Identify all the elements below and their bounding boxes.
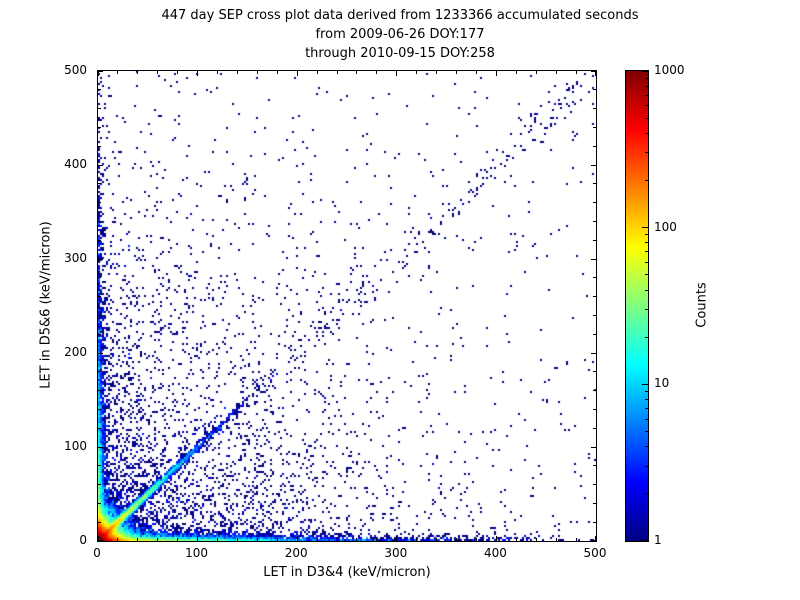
colorbar-minor-tick (645, 391, 648, 392)
colorbar-minor-tick (645, 251, 648, 253)
colorbar-minor-tick (645, 274, 648, 276)
scatter-canvas (98, 71, 596, 541)
colorbar-minor-tick (645, 430, 648, 432)
colorbar-ticks (626, 71, 648, 541)
colorbar-minor-tick (645, 94, 648, 96)
y-tick-labels: 0 100 200 300 400 500 (52, 63, 92, 547)
colorbar-minor-tick (645, 117, 648, 119)
colorbar-tick-label: 1000 (654, 63, 685, 77)
y-tick-label: 100 (64, 439, 87, 453)
colorbar-major-tick (642, 540, 648, 541)
x-tick-label: 200 (284, 546, 308, 560)
colorbar-minor-tick (645, 336, 648, 338)
y-tick-label: 0 (79, 533, 87, 547)
colorbar-minor-tick (645, 105, 648, 107)
colorbar-minor-tick (645, 152, 648, 154)
chart-title-line2: from 2009-06-26 DOY:177 (315, 27, 485, 42)
x-tick-label: 500 (583, 546, 607, 560)
y-tick-label: 400 (64, 157, 87, 171)
colorbar-minor-tick (645, 77, 648, 79)
x-tick-label: 400 (483, 546, 507, 560)
colorbar-minor-tick (645, 242, 648, 244)
x-axis-label: LET in D3&4 (keV/micron) (263, 565, 431, 580)
colorbar-minor-tick (645, 309, 648, 311)
y-axis-label: LET in D5&6 (keV/micron) (38, 221, 54, 389)
colorbar-minor-tick (645, 465, 648, 467)
colorbar-minor-tick (645, 85, 648, 87)
colorbar-tick-label: 1 (654, 533, 662, 547)
colorbar-major-tick (642, 227, 648, 229)
y-tick-label: 500 (64, 63, 87, 77)
colorbar-minor-tick (645, 289, 648, 291)
x-tick-labels: 0 100 200 300 400 500 (93, 546, 606, 562)
colorbar-tick-labels: 1 10 100 1000 (654, 63, 700, 547)
y-tick-label: 200 (64, 345, 87, 359)
x-tick-label: 100 (185, 546, 209, 560)
chart-title-line3: through 2010-09-15 DOY:258 (305, 46, 495, 61)
colorbar-minor-tick (645, 446, 648, 448)
colorbar-minor-tick (645, 132, 648, 134)
colorbar-tick-label: 100 (654, 219, 677, 234)
x-tick-label: 0 (93, 546, 101, 560)
y-tick-label: 300 (64, 251, 87, 265)
colorbar-minor-tick (645, 261, 648, 263)
colorbar-tick-label: 10 (654, 376, 670, 391)
colorbar-minor-tick (645, 493, 648, 495)
x-tick-label: 300 (384, 546, 408, 560)
colorbar-major-tick (642, 383, 648, 385)
colorbar-label: Counts (694, 282, 710, 328)
chart-title: 447 day SEP cross plot data derived from… (0, 6, 800, 63)
colorbar-minor-tick (645, 234, 648, 236)
chart-title-line1: 447 day SEP cross plot data derived from… (161, 8, 639, 23)
plot-area (97, 70, 597, 542)
colorbar-minor-tick (645, 408, 648, 410)
colorbar (625, 70, 649, 542)
colorbar-major-tick (642, 71, 648, 72)
colorbar-minor-tick (645, 418, 648, 420)
colorbar-minor-tick (645, 399, 648, 401)
colorbar-minor-tick (645, 180, 648, 181)
